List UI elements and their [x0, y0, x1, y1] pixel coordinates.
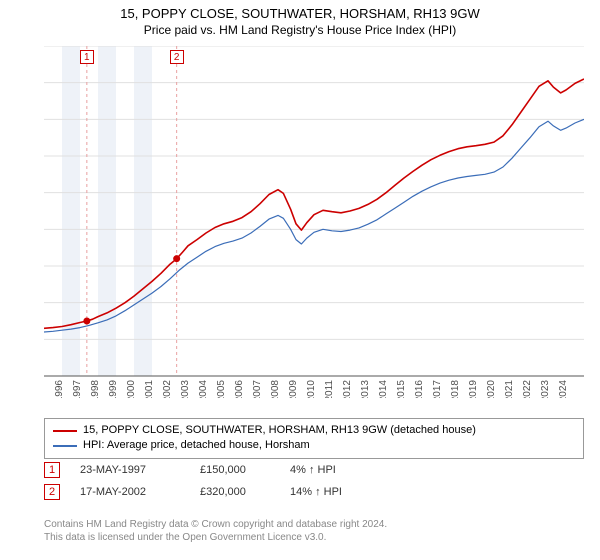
- sale-row: 2 17-MAY-2002 £320,000 14% ↑ HPI: [44, 484, 584, 500]
- chart-area: £0£100K£200K£300K£400K£500K£600K£700K£80…: [44, 46, 584, 398]
- svg-text:1995: 1995: [44, 380, 47, 398]
- legend-item: 15, POPPY CLOSE, SOUTHWATER, HORSHAM, RH…: [53, 423, 575, 438]
- chart-container: 15, POPPY CLOSE, SOUTHWATER, HORSHAM, RH…: [0, 0, 600, 560]
- sale-marker-num: 1: [44, 462, 60, 478]
- svg-text:2000: 2000: [126, 380, 137, 398]
- legend: 15, POPPY CLOSE, SOUTHWATER, HORSHAM, RH…: [44, 418, 584, 459]
- sale-row: 1 23-MAY-1997 £150,000 4% ↑ HPI: [44, 462, 584, 478]
- legend-label: HPI: Average price, detached house, Hors…: [83, 438, 310, 453]
- sale-date: 17-MAY-2002: [80, 486, 180, 498]
- footer-line: This data is licensed under the Open Gov…: [44, 531, 584, 544]
- svg-text:2013: 2013: [360, 380, 371, 398]
- sale-hpi: 14% ↑ HPI: [290, 486, 584, 498]
- line-chart-svg: £0£100K£200K£300K£400K£500K£600K£700K£80…: [44, 46, 584, 398]
- svg-text:1998: 1998: [90, 380, 101, 398]
- sale-date: 23-MAY-1997: [80, 464, 180, 476]
- svg-text:2023: 2023: [540, 380, 551, 398]
- svg-text:2004: 2004: [198, 380, 209, 398]
- chart-subtitle: Price paid vs. HM Land Registry's House …: [0, 23, 600, 39]
- legend-label: 15, POPPY CLOSE, SOUTHWATER, HORSHAM, RH…: [83, 423, 476, 438]
- title-block: 15, POPPY CLOSE, SOUTHWATER, HORSHAM, RH…: [0, 0, 600, 38]
- svg-text:2003: 2003: [180, 380, 191, 398]
- svg-text:1996: 1996: [54, 380, 65, 398]
- svg-text:2008: 2008: [270, 380, 281, 398]
- svg-text:2015: 2015: [396, 380, 407, 398]
- svg-text:2011: 2011: [324, 380, 335, 398]
- legend-swatch: [53, 445, 77, 447]
- svg-text:2021: 2021: [504, 380, 515, 398]
- chart-title: 15, POPPY CLOSE, SOUTHWATER, HORSHAM, RH…: [0, 6, 600, 23]
- footer-line: Contains HM Land Registry data © Crown c…: [44, 518, 584, 531]
- svg-text:2005: 2005: [216, 380, 227, 398]
- svg-text:2014: 2014: [378, 380, 389, 398]
- legend-item: HPI: Average price, detached house, Hors…: [53, 438, 575, 453]
- svg-text:2012: 2012: [342, 380, 353, 398]
- svg-text:2010: 2010: [306, 380, 317, 398]
- svg-text:2024: 2024: [558, 380, 569, 398]
- sale-hpi: 4% ↑ HPI: [290, 464, 584, 476]
- svg-text:2022: 2022: [522, 380, 533, 398]
- sale-price: £150,000: [200, 464, 270, 476]
- svg-text:2017: 2017: [432, 380, 443, 398]
- svg-text:1997: 1997: [72, 380, 83, 398]
- sale-price: £320,000: [200, 486, 270, 498]
- svg-text:1999: 1999: [108, 380, 119, 398]
- sale-marker-num: 2: [44, 484, 60, 500]
- svg-text:2007: 2007: [252, 380, 263, 398]
- svg-text:2018: 2018: [450, 380, 461, 398]
- legend-swatch: [53, 430, 77, 432]
- svg-text:2009: 2009: [288, 380, 299, 398]
- footer: Contains HM Land Registry data © Crown c…: [44, 518, 584, 544]
- sale-table: 1 23-MAY-1997 £150,000 4% ↑ HPI 2 17-MAY…: [44, 462, 584, 506]
- sale-marker-2-badge: 2: [170, 50, 184, 64]
- svg-text:2001: 2001: [144, 380, 155, 398]
- svg-text:2002: 2002: [162, 380, 173, 398]
- svg-text:2020: 2020: [486, 380, 497, 398]
- svg-text:2019: 2019: [468, 380, 479, 398]
- svg-text:2016: 2016: [414, 380, 425, 398]
- sale-marker-1-badge: 1: [80, 50, 94, 64]
- svg-text:2006: 2006: [234, 380, 245, 398]
